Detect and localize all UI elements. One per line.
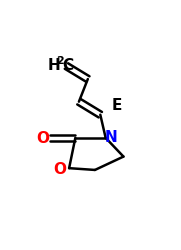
Text: C: C [62,58,73,72]
Text: 2: 2 [56,56,64,66]
Text: E: E [112,98,122,113]
Text: N: N [105,130,118,145]
Text: H: H [48,58,60,72]
Text: O: O [36,131,49,146]
Text: O: O [53,161,66,176]
